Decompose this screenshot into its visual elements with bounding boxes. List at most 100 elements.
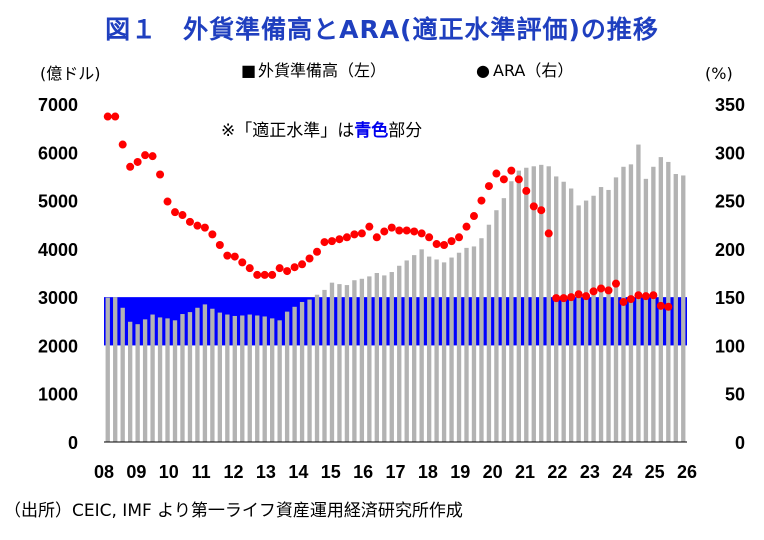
ara-point xyxy=(395,226,404,235)
reserves-bar xyxy=(561,181,566,443)
reserves-bar xyxy=(187,312,193,442)
left-axis-unit: (億ドル) xyxy=(40,64,101,83)
ara-point xyxy=(215,240,224,249)
left-axis-ticks: 0 1000 2000 3000 4000 5000 6000 7000 xyxy=(38,95,78,453)
reserves-bar xyxy=(471,246,477,442)
x-axis-tick-label: 26 xyxy=(677,462,697,482)
reserves-bar xyxy=(157,317,163,442)
x-axis-tick-label: 16 xyxy=(353,462,373,482)
reserves-bar xyxy=(628,164,634,443)
ara-point xyxy=(357,229,366,238)
ara-point xyxy=(529,202,538,211)
reserves-bar xyxy=(120,307,125,442)
reserves-bar xyxy=(127,321,133,442)
reserves-bar xyxy=(217,312,223,442)
x-axis-tick-label: 25 xyxy=(645,462,665,482)
ara-point xyxy=(200,223,209,232)
reserves-bar xyxy=(135,324,140,442)
ara-point xyxy=(283,267,292,276)
ara-point xyxy=(432,240,441,249)
right-axis-ticks: 0 50 100 150 200 250 300 350 xyxy=(715,95,745,453)
adequate-level-band-layer xyxy=(104,297,687,346)
reserves-bar xyxy=(299,301,305,442)
reserves-bar xyxy=(583,200,589,442)
ara-point xyxy=(544,229,553,238)
reserves-bar xyxy=(606,189,611,442)
ara-point xyxy=(118,140,127,149)
x-axis-tick-label: 15 xyxy=(321,462,341,482)
ara-point xyxy=(103,112,112,121)
reserves-bar xyxy=(262,316,267,442)
reserves-bar xyxy=(449,257,454,442)
reserves-bar xyxy=(270,318,275,442)
legend-dot-label: ARA（右） xyxy=(493,61,573,80)
ara-point xyxy=(342,233,351,242)
x-axis-tick-label: 17 xyxy=(385,462,405,482)
ara-point xyxy=(245,264,254,273)
ara-point xyxy=(641,292,650,301)
reserves-bar xyxy=(314,294,320,442)
ara-point xyxy=(260,270,269,279)
ara-point xyxy=(582,292,591,301)
ara-point xyxy=(611,279,620,288)
ara-point xyxy=(567,293,576,302)
reserves-bar xyxy=(456,252,462,442)
ara-point xyxy=(656,301,665,310)
reserves-bar xyxy=(613,177,619,442)
reserves-bar xyxy=(591,195,596,442)
reserves-bar xyxy=(531,166,536,443)
ara-point xyxy=(574,290,583,299)
band-note-prefix: ※「適正水準」は xyxy=(221,121,354,141)
right-axis-tick-label: 250 xyxy=(715,192,745,212)
ara-point xyxy=(171,208,180,217)
reserves-bar xyxy=(247,314,252,442)
reserves-bar xyxy=(539,164,544,442)
ara-point xyxy=(178,211,187,220)
left-axis-tick-label: 7000 xyxy=(38,95,78,115)
reserves-bar xyxy=(255,315,260,442)
reserves-bar xyxy=(389,272,394,442)
ara-point xyxy=(148,152,157,161)
ara-dots-layer xyxy=(103,112,673,311)
reserves-bar xyxy=(337,284,342,442)
right-axis-tick-label: 150 xyxy=(715,288,745,308)
reserves-bar xyxy=(165,318,170,442)
ara-point xyxy=(417,229,426,238)
ara-point xyxy=(634,291,643,300)
reserves-bar xyxy=(598,187,604,442)
reserves-bar xyxy=(284,311,290,442)
ara-point xyxy=(223,251,232,260)
ara-point xyxy=(365,222,374,231)
reserves-bar xyxy=(568,188,574,442)
right-axis-tick-label: 350 xyxy=(715,95,745,115)
x-axis-tick-label: 18 xyxy=(418,462,438,482)
reserves-bar xyxy=(516,170,521,442)
right-axis-tick-label: 100 xyxy=(715,336,745,356)
ara-point xyxy=(440,240,449,249)
reserves-bar xyxy=(359,278,365,442)
reserves-bar xyxy=(210,308,215,442)
ara-point xyxy=(537,206,546,215)
ara-point xyxy=(320,238,329,247)
reserves-bar xyxy=(554,176,559,442)
legend-dot-marker: ● xyxy=(476,61,490,80)
reserves-bar xyxy=(367,276,372,442)
ara-point xyxy=(507,166,516,175)
reserves-bar xyxy=(382,275,387,442)
legend-bar-marker: ■ xyxy=(241,61,256,80)
reserves-bar xyxy=(113,297,118,442)
ara-point xyxy=(597,284,606,293)
reserves-bar xyxy=(426,256,432,442)
right-axis-tick-label: 50 xyxy=(725,385,745,405)
right-axis-tick-label: 0 xyxy=(735,433,745,453)
reserves-bar xyxy=(277,320,282,442)
reserves-bar xyxy=(397,265,402,442)
right-axis-unit: (%) xyxy=(705,64,733,83)
reserves-bar xyxy=(486,224,492,442)
ara-point xyxy=(230,252,239,261)
right-axis-tick-label: 200 xyxy=(715,240,745,260)
ara-point xyxy=(380,227,389,236)
reserves-bar xyxy=(195,307,200,442)
ara-point xyxy=(208,230,217,239)
ara-point xyxy=(514,175,523,184)
